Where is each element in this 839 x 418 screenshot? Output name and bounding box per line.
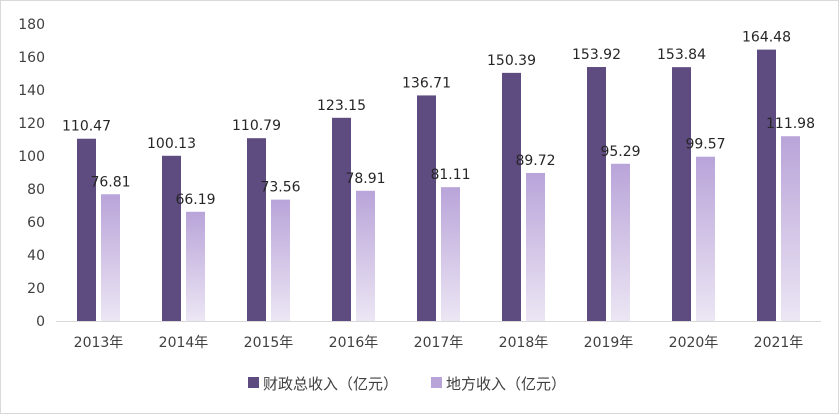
data-label-local: 111.98 (766, 116, 815, 132)
bar-local (781, 136, 800, 321)
y-tick-label: 100 (18, 149, 45, 165)
bar-local (441, 187, 460, 321)
data-label-total: 110.47 (62, 119, 111, 135)
bar-total (162, 155, 181, 321)
bars (77, 49, 800, 322)
y-tick-label: 80 (27, 182, 45, 198)
data-label-local: 73.56 (260, 180, 300, 196)
data-label-total: 110.79 (232, 118, 281, 134)
bar-total (757, 49, 776, 321)
y-tick-label: 20 (27, 281, 45, 297)
bar-local (526, 172, 545, 321)
x-tick-label: 2015年 (244, 335, 294, 351)
legend: 财政总收入（亿元） 地方收入（亿元） (248, 375, 566, 393)
bar-total (77, 138, 96, 321)
data-label-local: 81.11 (430, 167, 470, 183)
y-tick-label: 140 (18, 83, 45, 99)
data-label-local: 95.29 (600, 144, 640, 160)
data-label-total: 153.92 (572, 47, 621, 63)
bar-local (356, 190, 375, 321)
data-label-local: 89.72 (515, 153, 555, 169)
bar-local (271, 199, 290, 321)
x-tick-label: 2013年 (74, 335, 124, 351)
bar-local (696, 156, 715, 321)
y-tick-label: 0 (36, 314, 45, 330)
data-label-total: 100.13 (147, 136, 196, 152)
data-label-local: 99.57 (685, 137, 725, 153)
legend-label-total: 财政总收入（亿元） (263, 375, 398, 393)
y-tick-label: 120 (18, 116, 45, 132)
axes: 0 20 40 60 80 100 120 140 160 180 2013年 2014年 2015年 2… (18, 17, 821, 351)
data-label-local: 66.19 (175, 192, 215, 208)
x-tick-label: 2014年 (159, 335, 209, 351)
bar-total (502, 72, 521, 321)
data-label-local: 78.91 (345, 171, 385, 187)
data-label-total: 123.15 (317, 98, 366, 114)
data-label-total: 153.84 (657, 47, 706, 63)
bar-total (332, 117, 351, 322)
data-label-total: 150.39 (487, 53, 536, 69)
bar-total (587, 67, 606, 321)
x-tick-label: 2020年 (669, 335, 719, 351)
x-tick-label: 2018年 (499, 335, 549, 351)
bar-total (247, 138, 266, 321)
legend-swatch-local (431, 377, 442, 388)
bar-local (611, 163, 630, 321)
data-labels: 110.47 76.81 100.13 66.19 110.79 73.56 123.15 7… (62, 30, 815, 208)
y-tick-label: 60 (27, 215, 45, 231)
bar-local (101, 194, 120, 321)
y-tick-label: 40 (27, 248, 45, 264)
x-tick-label: 2017年 (414, 335, 464, 351)
data-label-local: 76.81 (90, 174, 130, 190)
legend-label-local: 地方收入（亿元） (446, 375, 566, 393)
bar-total (672, 67, 691, 321)
x-tick-label: 2021年 (754, 335, 804, 351)
y-tick-label: 160 (18, 50, 45, 66)
data-label-total: 164.48 (742, 30, 791, 46)
y-tick-label: 180 (18, 17, 45, 33)
bar-local (186, 211, 205, 321)
bar-total (417, 95, 436, 321)
legend-swatch-total (248, 377, 259, 388)
x-tick-label: 2016年 (329, 335, 379, 351)
x-tick-label: 2019年 (584, 335, 634, 351)
data-label-total: 136.71 (402, 75, 451, 91)
